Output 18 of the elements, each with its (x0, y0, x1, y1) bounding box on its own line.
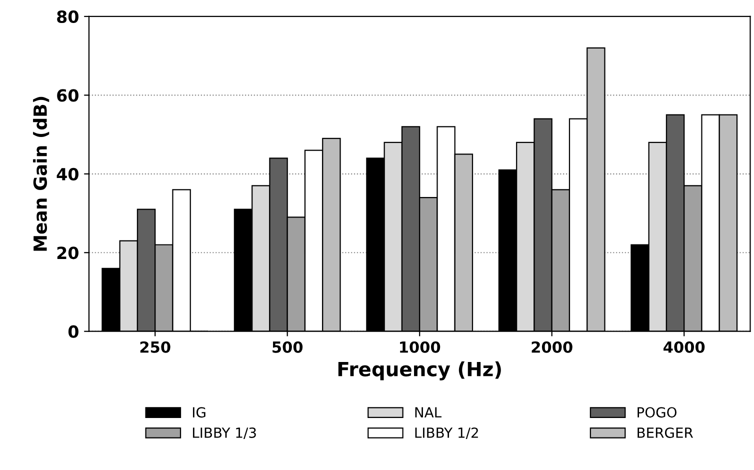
legend-label: LIBBY 1/3 (192, 427, 256, 440)
x-axis-title: Frequency (Hz) (338, 361, 501, 380)
y-tick-label: 80 (57, 10, 78, 24)
legend-label: LIBBY 1/2 (415, 427, 478, 440)
x-tick-label: 500 (272, 341, 303, 353)
x-tick-label: 2000 (532, 341, 572, 353)
legend-label: NAL (415, 407, 442, 418)
y-tick-label: 0 (68, 325, 78, 338)
y-tick-label: 20 (57, 246, 78, 260)
y-tick-label: 40 (56, 168, 78, 180)
legend-label: BERGER (638, 427, 694, 438)
x-tick-label: 1000 (400, 341, 440, 353)
x-tick-label: 4000 (664, 341, 705, 353)
x-tick-label: 250 (140, 341, 170, 353)
y-tick-label: 60 (57, 89, 78, 102)
legend-label: POGO (638, 407, 676, 418)
y-axis-title: Mean Gain (dB) (33, 96, 50, 251)
legend-label: IG (192, 407, 206, 418)
